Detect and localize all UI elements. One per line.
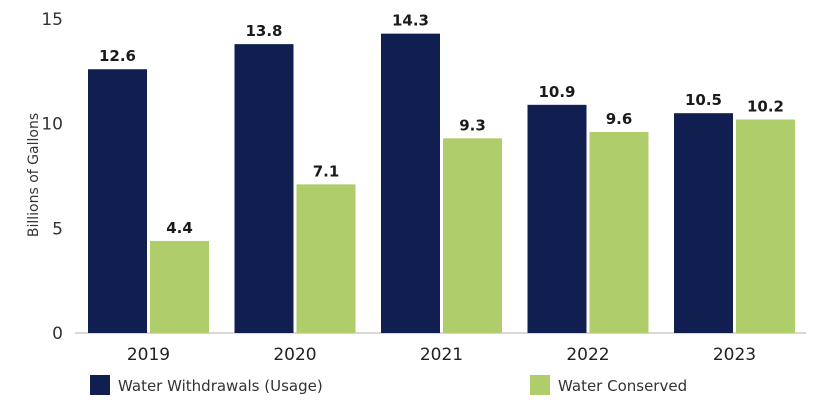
data-label: 9.3 [459, 116, 486, 134]
data-label: 10.9 [538, 83, 575, 101]
bar-conserved-2023 [736, 119, 795, 333]
y-tick-label: 5 [52, 219, 63, 239]
y-tick-label: 15 [41, 10, 63, 30]
y-tick-label: 0 [52, 324, 63, 344]
data-label: 12.6 [99, 47, 136, 65]
legend-label: Water Withdrawals (Usage) [118, 377, 323, 395]
data-label: 7.1 [313, 162, 340, 180]
bar-conserved-2022 [589, 132, 649, 333]
data-label: 14.3 [392, 12, 429, 30]
legend-label: Water Conserved [558, 377, 687, 395]
bar-conserved-2021 [443, 138, 502, 333]
data-label: 4.4 [166, 219, 193, 237]
bar-conserved-2019 [150, 240, 209, 333]
legend-swatch-0 [90, 375, 110, 395]
y-axis-label: Billions of Gallons [26, 113, 42, 237]
bar-withdrawals-2023 [674, 113, 733, 333]
bar-withdrawals-2021 [381, 33, 440, 334]
bar-withdrawals-2020 [234, 44, 294, 334]
bar-withdrawals-2019 [88, 69, 147, 334]
bar-withdrawals-2022 [527, 104, 587, 334]
legend-swatch-1 [530, 375, 550, 395]
bar-conserved-2020 [296, 184, 356, 333]
data-label: 10.2 [747, 97, 784, 115]
x-tick-label: 2022 [566, 345, 609, 365]
x-tick-label: 2021 [420, 345, 463, 365]
y-tick-label: 10 [41, 115, 63, 135]
data-label: 13.8 [245, 22, 282, 40]
x-tick-label: 2020 [273, 345, 316, 365]
x-tick-label: 2023 [713, 345, 756, 365]
data-label: 9.6 [606, 110, 633, 128]
x-tick-label: 2019 [127, 345, 170, 365]
data-label: 10.5 [685, 91, 722, 109]
